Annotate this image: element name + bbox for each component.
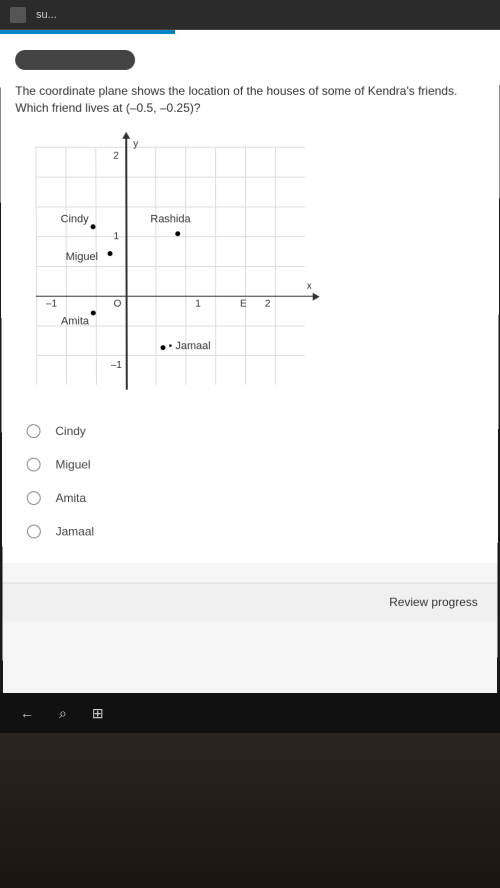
coordinate-plane: y x 2 1 O –1 1 2 E –1 Cindy Rashida Migu… [35,136,314,394]
question-card: The coordinate plane shows the location … [0,30,500,563]
x-axis [36,295,315,296]
label-miguel: Miguel [66,251,98,263]
tick-yneg1: –1 [111,360,122,371]
label-cindy: Cindy [61,213,89,225]
point-miguel [108,251,113,256]
tick-y1: 1 [113,231,119,242]
option-d[interactable]: Jamaal [27,514,483,547]
audio-play-button[interactable] [15,50,135,70]
radio-a[interactable] [27,424,41,438]
label-jamaal-bullet: • [168,340,172,352]
radio-d[interactable] [27,524,41,538]
label-rashida: Rashida [150,213,190,225]
tab-title: su... [36,9,57,21]
question-line-2: Which friend lives at (–0.5, –0.25)? [15,101,200,115]
point-cindy [91,224,96,229]
windows-taskbar[interactable]: ← ⌕ ⊞ [0,693,500,733]
point-rashida [175,231,180,236]
review-progress-label: Review progress [389,595,478,609]
browser-tab-bar: su... [0,0,500,30]
tick-xneg1: –1 [46,298,57,309]
x-axis-label: x [307,280,312,291]
tick-x1: 1 [195,298,201,309]
radio-b[interactable] [27,457,41,471]
radio-c[interactable] [27,491,41,505]
option-d-text: Jamaal [56,524,94,538]
option-c-text: Amita [56,491,86,505]
option-b[interactable]: Miguel [27,447,484,480]
tick-x2: 2 [265,298,271,309]
option-a-text: Cindy [55,424,86,438]
label-jamaal: Jamaal [175,340,210,352]
tick-origin: O [114,298,122,309]
question-prompt: The coordinate plane shows the location … [15,83,485,117]
task-view-icon[interactable]: ⊞ [92,705,104,722]
answer-options: Cindy Miguel Amita Jamaal [17,414,484,548]
page-content: The coordinate plane shows the location … [0,30,500,741]
option-c[interactable]: Amita [27,481,483,514]
search-icon[interactable]: ⌕ [59,705,67,722]
point-jamaal [160,345,165,350]
option-a[interactable]: Cindy [27,414,484,448]
y-axis-label: y [133,138,138,149]
desk-surface [0,733,500,888]
tick-E: E [240,298,247,309]
question-line-1: The coordinate plane shows the location … [15,84,457,98]
option-b-text: Miguel [55,457,90,471]
progress-indicator [0,30,175,34]
tick-y2: 2 [113,150,119,161]
back-icon[interactable]: ← [20,705,34,721]
point-amita [91,310,96,315]
tab-favicon [10,7,26,23]
label-amita: Amita [61,315,89,327]
review-progress-bar[interactable]: Review progress [2,582,497,620]
